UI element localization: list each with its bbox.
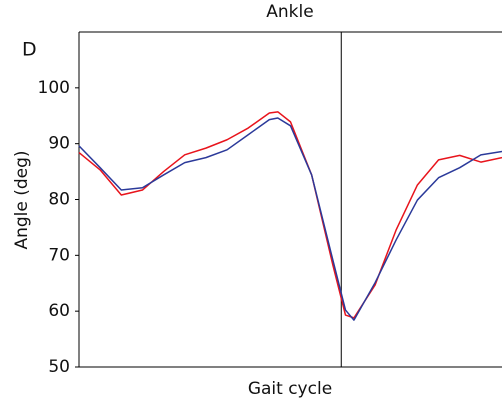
data-line (78, 117, 502, 321)
y-tick-label: 50 (48, 357, 70, 377)
data-line (78, 111, 502, 319)
y-tick-label: 60 (48, 301, 70, 321)
x-axis-label: Gait cycle (248, 379, 332, 399)
chart-title: Ankle (266, 2, 313, 22)
y-tick-label: 70 (48, 245, 70, 265)
y-tick-label: 100 (38, 78, 70, 98)
y-tick-label: 90 (48, 134, 70, 154)
plot-area (78, 31, 502, 368)
panel-label: D (22, 39, 37, 61)
y-axis-label: Angle (deg) (12, 150, 32, 249)
y-tick-label: 80 (48, 190, 70, 210)
